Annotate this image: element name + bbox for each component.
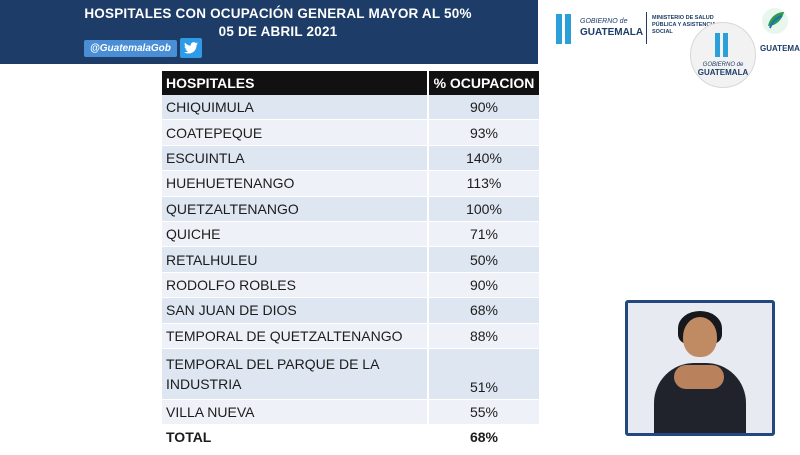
hospital-name: QUETZALTENANGO: [162, 196, 428, 222]
header-hospitales: HOSPITALES: [162, 71, 428, 95]
occupancy-table: HOSPITALES % OCUPACION CHIQUIMULA 90% CO…: [162, 71, 539, 451]
hospital-name: CHIQUIMULA: [162, 95, 428, 121]
hospital-name: QUICHE: [162, 221, 428, 248]
page-title: HOSPITALES CON OCUPACIÓN GENERAL MAYOR A…: [68, 5, 488, 41]
interpreter-video: [625, 300, 775, 436]
interpreter-head: [683, 317, 717, 357]
table-row: QUETZALTENANGO 100%: [162, 196, 539, 222]
table-row: TEMPORAL DEL PARQUE DE LA INDUSTRIA 51%: [162, 348, 539, 400]
occupancy-value: 113%: [427, 170, 539, 197]
hospital-name: COATEPEQUE: [162, 119, 428, 146]
total-row: TOTAL 68%: [162, 424, 539, 451]
logos-area: GOBIERNO de GUATEMALA MINISTERIO DE SALU…: [550, 6, 800, 106]
interpreter-hands: [674, 365, 724, 389]
ministry-logo-text: MINISTERIO DE SALUD PÚBLICA Y ASISTENCIA…: [652, 15, 716, 35]
table-row: QUICHE 71%: [162, 221, 539, 248]
social-handle[interactable]: @GuatemalaGob: [84, 39, 177, 57]
logo-divider: [646, 12, 647, 44]
hospital-name: TEMPORAL DE QUETZALTENANGO: [162, 323, 428, 349]
occupancy-value: 51%: [427, 348, 539, 400]
total-value: 68%: [427, 424, 539, 451]
occupancy-value: 88%: [427, 323, 539, 349]
hospital-name: RODOLFO ROBLES: [162, 272, 428, 299]
occupancy-value: 50%: [427, 246, 539, 273]
hospital-name: TEMPORAL DEL PARQUE DE LA INDUSTRIA: [162, 348, 428, 400]
table-row: SAN JUAN DE DIOS 68%: [162, 297, 539, 324]
twitter-icon[interactable]: [179, 38, 202, 58]
table-row: CHIQUIMULA 90%: [162, 95, 539, 121]
table-row: RODOLFO ROBLES 90%: [162, 272, 539, 299]
table-row: COATEPEQUE 93%: [162, 119, 539, 146]
title-line-2: 05 DE ABRIL 2021: [218, 24, 338, 39]
occupancy-value: 90%: [427, 272, 539, 299]
table-row: HUEHUETENANGO 113%: [162, 170, 539, 197]
leaf-logo-icon: [762, 8, 788, 34]
table-row: TEMPORAL DE QUETZALTENANGO 88%: [162, 323, 539, 349]
hospital-name: RETALHULEU: [162, 246, 428, 273]
total-label: TOTAL: [162, 424, 428, 451]
occupancy-value: 55%: [427, 399, 539, 426]
header-banner: HOSPITALES CON OCUPACIÓN GENERAL MAYOR A…: [0, 0, 538, 64]
table-row: ESCUINTLA 140%: [162, 145, 539, 172]
partial-logo-text: GUATEMALA: [760, 44, 800, 53]
table-row: VILLA NUEVA 55%: [162, 399, 539, 426]
occupancy-value: 68%: [427, 297, 539, 324]
header-ocupacion: % OCUPACION: [427, 71, 539, 95]
hospital-name: VILLA NUEVA: [162, 399, 428, 426]
gobierno-mark-icon: [556, 14, 576, 44]
table-row: RETALHULEU 50%: [162, 246, 539, 273]
table-header-row: HOSPITALES % OCUPACION: [162, 71, 539, 95]
occupancy-value: 71%: [427, 221, 539, 248]
occupancy-value: 140%: [427, 145, 539, 172]
social-handle-group[interactable]: @GuatemalaGob: [84, 38, 202, 58]
hospital-name: SAN JUAN DE DIOS: [162, 297, 428, 324]
hospital-name: ESCUINTLA: [162, 145, 428, 172]
hospital-name: HUEHUETENANGO: [162, 170, 428, 197]
occupancy-value: 100%: [427, 196, 539, 222]
title-line-1: HOSPITALES CON OCUPACIÓN GENERAL MAYOR A…: [84, 6, 472, 21]
occupancy-value: 90%: [427, 95, 539, 121]
gobierno-bars-icon: [715, 33, 728, 57]
gobierno-logo-text: GOBIERNO de GUATEMALA: [580, 18, 644, 38]
occupancy-value: 93%: [427, 119, 539, 146]
gobierno-circle-logo: GOBIERNO de GUATEMALA: [690, 22, 756, 88]
